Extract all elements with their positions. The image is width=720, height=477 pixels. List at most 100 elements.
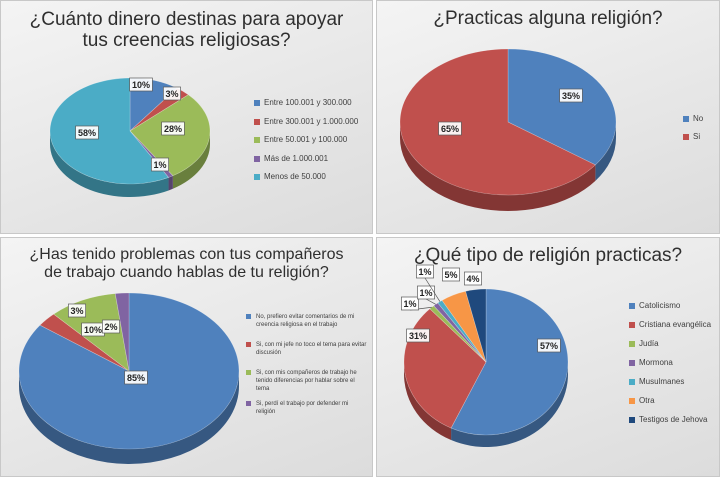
- legend-label: Catolicismo: [639, 301, 681, 310]
- data-label-box: [68, 303, 86, 318]
- data-label: 58%: [78, 128, 96, 138]
- legend-swatch: [629, 360, 635, 366]
- pie-depth: [19, 371, 239, 464]
- leader-line: [425, 298, 436, 305]
- data-label-box: [129, 77, 153, 92]
- data-labels: 85% 3%10% 2%: [68, 303, 148, 385]
- pie-top: [399, 48, 617, 196]
- data-label-box: [401, 296, 419, 311]
- data-labels: 35% 65%: [438, 88, 583, 136]
- legend-label: Si, con mis compañeros de trabajo he ten…: [256, 370, 357, 392]
- data-label: 28%: [164, 124, 182, 134]
- legend-swatch: [629, 417, 635, 423]
- legend-swatch: [254, 100, 260, 106]
- data-label: 1%: [403, 299, 416, 309]
- legend-swatch: [683, 134, 689, 140]
- pie-slice: [441, 290, 487, 363]
- pie-slice-side: [19, 371, 239, 464]
- data-label: 4%: [466, 274, 479, 284]
- legend-label: Entre 300.001 y 1.000.000: [264, 116, 359, 126]
- legend-swatch: [254, 137, 260, 143]
- pie-slice: [39, 313, 130, 372]
- legend-swatch: [246, 370, 251, 375]
- data-label-box: [416, 264, 434, 279]
- legend-label: Testigos de Jehova: [639, 415, 708, 424]
- pie-chart: 85% 3%10% 2%: [18, 292, 240, 464]
- legend-item: Menos de 50.000: [254, 173, 358, 192]
- legend-label: Otra: [639, 396, 655, 405]
- legend-swatch: [683, 116, 689, 122]
- pie-chart: 57%31%1%1%1% 5% 4%: [401, 264, 569, 447]
- data-label: 2%: [104, 322, 117, 332]
- data-label: 10%: [132, 80, 150, 90]
- chart-title-line: ¿Practicas alguna religión?: [433, 8, 663, 29]
- chart-panel-money: ¿Cuánto dinero destinas para apoyar tus …: [0, 0, 373, 234]
- data-label-box: [417, 285, 435, 300]
- data-label-box: [406, 328, 430, 343]
- legend-label: Si: [693, 132, 701, 141]
- data-label: 3%: [70, 306, 83, 316]
- data-label-box: [75, 125, 99, 140]
- data-label: 35%: [562, 91, 580, 101]
- pie-slice: [437, 299, 487, 363]
- legend-item: Si, con mi jefe no toco el tema para evi…: [246, 341, 368, 357]
- pie-slice-side: [404, 362, 452, 441]
- pie-slice: [465, 288, 487, 363]
- data-label-box: [161, 121, 185, 136]
- chart-title-line: ¿Qué tipo de religión practicas?: [413, 245, 683, 266]
- legend-item: Musulmanes: [629, 378, 711, 397]
- legend-swatch: [254, 155, 260, 162]
- legend-swatch: [246, 314, 251, 319]
- legend-item: Si, perdí el trabajo por defender mi rel…: [246, 400, 368, 416]
- pie-chart: 10% 3% 28% 1% 58%: [49, 77, 211, 197]
- legend-label: No: [693, 114, 704, 123]
- pie-slice: [49, 77, 170, 185]
- data-label-box: [442, 267, 460, 282]
- chart-title: ¿Practicas alguna religión?: [377, 8, 719, 29]
- pie-chart: 35% 65%: [399, 48, 617, 211]
- legend-swatch: [254, 118, 260, 125]
- legend-swatch: [629, 341, 635, 347]
- legend-item: Judía: [629, 340, 711, 359]
- legend-label: Entre 50.001 y 100.000: [264, 135, 348, 144]
- legend-swatch: [629, 379, 635, 385]
- legend-item: Si, con mis compañeros de trabajo he ten…: [246, 369, 368, 393]
- legend-item: Entre 50.001 y 100.000: [254, 136, 358, 155]
- data-label: 65%: [441, 124, 459, 134]
- legend-swatch: [629, 303, 635, 309]
- data-label: 31%: [409, 331, 427, 341]
- pie-slice-side: [168, 175, 173, 191]
- data-label-box: [464, 271, 482, 286]
- chart-title: ¿Cuánto dinero destinas para apoyar tus …: [1, 9, 372, 52]
- pie-top: [403, 288, 569, 436]
- chart-legend: Entre 100.001 y 300.000 Entre 300.001 y …: [254, 99, 358, 192]
- legend-label: No, prefiero evitar comentarios de mi cr…: [256, 314, 355, 328]
- legend-item: Cristiana evangélica: [629, 321, 711, 340]
- pie-slice-side: [172, 131, 210, 189]
- legend-item: Testigos de Jehova: [629, 416, 711, 435]
- legend-item: Catolicismo: [629, 302, 711, 321]
- pie-slice: [450, 288, 569, 436]
- chart-title-line: tus creencias religiosas?: [82, 30, 291, 52]
- data-label-box: [124, 370, 148, 385]
- legend-swatch: [246, 401, 251, 406]
- legend-swatch: [246, 342, 251, 347]
- legend-item: Entre 100.001 y 300.000: [254, 99, 358, 118]
- legend-label: Cristiana evangélica: [639, 320, 712, 329]
- legend-swatch: [254, 174, 260, 180]
- chart-legend: Catolicismo Cristiana evangélica Judía M…: [629, 302, 711, 435]
- legend-label: Entre 100.001 y 300.000: [264, 98, 352, 107]
- chart-legend: No Si: [683, 115, 703, 151]
- legend-item: Si: [683, 133, 703, 151]
- pie-slice: [114, 292, 130, 372]
- data-label: 1%: [153, 160, 166, 170]
- leader-line: [424, 277, 441, 302]
- data-label-box: [151, 157, 169, 172]
- chart-panel-problems: ¿Has tenido problemas con tus compañeros…: [0, 237, 373, 477]
- legend-item: No: [683, 115, 703, 133]
- pie-depth: [400, 122, 616, 211]
- legend-label: Si, perdí el trabajo por defender mi rel…: [256, 401, 349, 415]
- data-label: 85%: [127, 373, 145, 383]
- chart-title-line: ¿Cuánto dinero destinas para apoyar: [29, 9, 344, 30]
- pie-slice-side: [451, 362, 568, 447]
